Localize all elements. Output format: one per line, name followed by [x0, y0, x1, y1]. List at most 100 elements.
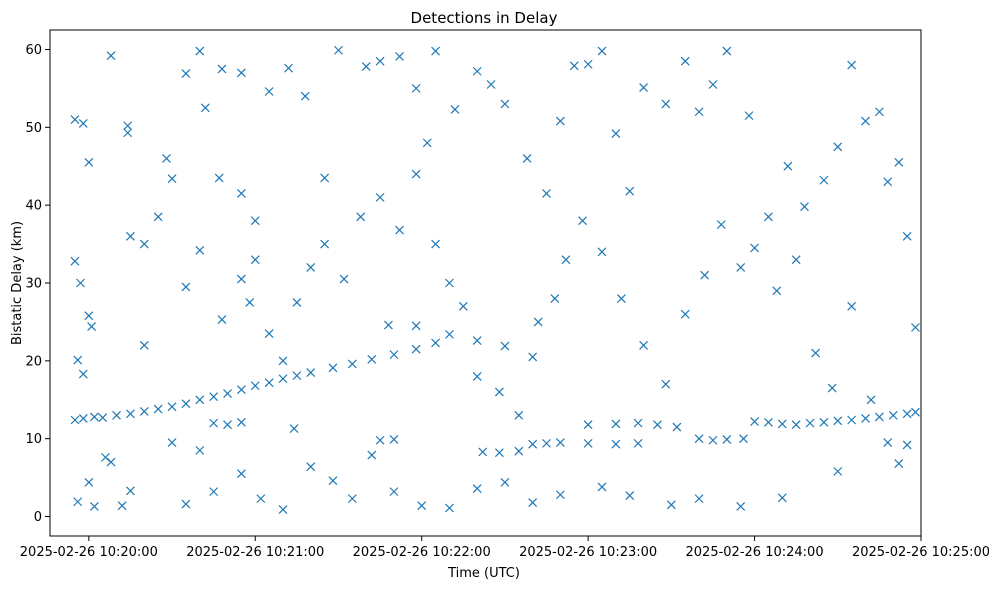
data-point: [209, 392, 219, 402]
data-point: [395, 52, 404, 61]
data-point: [395, 225, 404, 235]
data-point: [89, 412, 99, 422]
data-point: [550, 294, 560, 303]
data-point: [478, 447, 488, 457]
data-point: [583, 59, 593, 69]
data-point: [791, 420, 801, 430]
data-point: [328, 476, 338, 486]
data-point: [800, 202, 809, 212]
data-point: [569, 61, 579, 71]
data-point: [411, 321, 421, 331]
data-point: [911, 407, 920, 417]
data-point: [902, 440, 912, 450]
data-point: [861, 414, 870, 423]
data-point: [902, 409, 912, 419]
data-point: [494, 387, 504, 397]
data-point: [389, 350, 399, 360]
data-point: [195, 395, 205, 405]
y-tick-label: 40: [25, 199, 42, 214]
x-tick-label: 2025-02-26 10:24:00: [686, 545, 824, 560]
data-point: [450, 104, 460, 114]
data-point: [389, 487, 399, 497]
data-point: [200, 103, 210, 113]
data-point: [214, 173, 224, 183]
data-point: [367, 450, 377, 460]
y-tick-label: 0: [34, 510, 42, 525]
data-point: [101, 452, 110, 462]
data-point: [883, 438, 893, 448]
data-point: [328, 363, 338, 373]
data-point: [139, 340, 149, 350]
data-point: [250, 216, 260, 226]
data-point: [833, 142, 843, 152]
data-point: [500, 341, 510, 351]
data-point: [680, 309, 690, 319]
data-point: [639, 83, 649, 93]
data-point: [375, 435, 385, 445]
data-point: [139, 407, 149, 416]
data-point: [633, 438, 643, 448]
data-point: [320, 173, 330, 183]
data-point: [195, 245, 205, 255]
data-point: [708, 80, 718, 89]
data-point: [73, 497, 83, 507]
data-point: [245, 298, 255, 307]
data-point: [833, 416, 843, 426]
data-point: [383, 320, 393, 330]
data-point: [106, 457, 116, 467]
data-point: [78, 414, 88, 423]
data-point: [625, 186, 635, 196]
data-point: [777, 493, 787, 503]
data-point: [126, 486, 135, 496]
data-point: [292, 298, 302, 307]
data-point: [514, 410, 524, 420]
data-point: [866, 395, 876, 405]
data-point: [153, 404, 163, 414]
data-point: [236, 385, 246, 395]
data-point: [356, 212, 366, 222]
y-tick-label: 60: [25, 43, 42, 58]
data-point: [209, 418, 219, 428]
data-point: [764, 417, 773, 427]
data-point: [411, 83, 421, 93]
data-point: [167, 174, 177, 184]
data-point: [162, 154, 171, 163]
data-point: [694, 434, 704, 444]
data-point: [347, 359, 357, 369]
data-point: [250, 255, 260, 265]
data-point: [611, 419, 621, 429]
data-point: [472, 371, 482, 381]
data-point: [123, 121, 133, 131]
data-point: [70, 256, 80, 266]
data-point: [73, 355, 83, 365]
data-point: [278, 374, 288, 384]
data-point: [911, 322, 920, 332]
data-point: [847, 301, 857, 311]
data-point: [126, 231, 135, 241]
data-point: [500, 477, 510, 487]
data-point: [70, 115, 80, 124]
data-point: [236, 417, 246, 427]
data-point: [528, 439, 538, 449]
data-markers: [70, 45, 920, 514]
data-point: [223, 389, 232, 398]
data-point: [334, 45, 343, 55]
y-axis-label: Bistatic Delay (km): [10, 221, 25, 345]
data-point: [167, 402, 177, 412]
data-point: [422, 138, 432, 148]
data-point: [750, 417, 759, 426]
data-point: [431, 46, 440, 56]
data-point: [347, 494, 357, 504]
data-point: [278, 505, 288, 514]
data-point: [611, 129, 621, 138]
data-point: [458, 301, 468, 311]
data-point: [555, 490, 565, 500]
data-point: [123, 128, 133, 138]
data-point: [542, 189, 551, 198]
data-point: [472, 336, 482, 346]
data-point: [209, 487, 219, 497]
data-point: [672, 422, 682, 432]
data-point: [139, 239, 149, 249]
data-point: [611, 439, 621, 449]
